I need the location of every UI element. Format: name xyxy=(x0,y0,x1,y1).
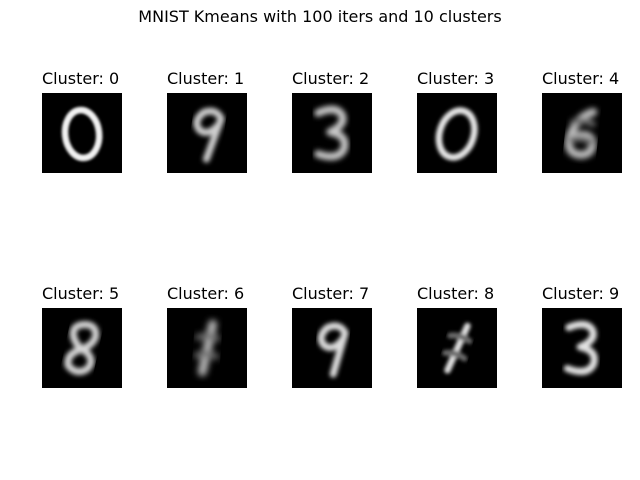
cluster-title-2: Cluster: 2 xyxy=(292,69,370,88)
digit-stroke xyxy=(435,107,478,161)
digit-stroke xyxy=(444,322,471,374)
figure-title: MNIST Kmeans with 100 iters and 10 clust… xyxy=(138,7,502,26)
centroid-digit-8 xyxy=(64,321,100,376)
cluster-title-6: Cluster: 6 xyxy=(167,284,245,303)
cluster-title-9: Cluster: 9 xyxy=(542,284,620,303)
digit-stroke xyxy=(314,105,349,161)
cluster-image-5 xyxy=(42,308,122,388)
digit-stroke xyxy=(317,322,349,378)
centroid-digit-1 xyxy=(193,319,221,377)
ghost-stroke xyxy=(442,332,473,362)
cluster-image-0 xyxy=(42,93,122,173)
cluster-title-4: Cluster: 4 xyxy=(542,69,620,88)
digit-stroke xyxy=(193,107,225,163)
cluster-image-2 xyxy=(292,93,372,173)
cluster-image-8 xyxy=(417,308,497,388)
cluster-title-1: Cluster: 1 xyxy=(167,69,245,88)
cluster-title-8: Cluster: 8 xyxy=(417,284,495,303)
cluster-title-0: Cluster: 0 xyxy=(42,69,120,88)
ghost-stroke xyxy=(193,332,221,360)
centroid-digit-3 xyxy=(563,320,598,376)
digit-stroke xyxy=(563,320,598,376)
centroid-digit-6 xyxy=(564,108,598,159)
cluster-image-9 xyxy=(542,308,622,388)
digit-stroke xyxy=(64,321,100,376)
centroid-digit-3 xyxy=(314,105,349,161)
digit-stroke xyxy=(564,108,598,159)
digit-stroke xyxy=(197,319,218,377)
centroid-digit-1 xyxy=(442,322,473,374)
centroid-digit-0 xyxy=(61,106,103,162)
cluster-image-background xyxy=(417,93,497,173)
centroid-digit-0 xyxy=(435,107,478,161)
centroid-digit-9 xyxy=(317,322,349,378)
cluster-image-1 xyxy=(167,93,247,173)
cluster-title-3: Cluster: 3 xyxy=(417,69,495,88)
cluster-title-5: Cluster: 5 xyxy=(42,284,120,303)
cluster-image-4 xyxy=(542,93,622,173)
ghost-stroke xyxy=(568,117,596,146)
cluster-image-6 xyxy=(167,308,247,388)
cluster-image-3 xyxy=(417,93,497,173)
centroid-digit-9 xyxy=(193,107,225,163)
cluster-title-7: Cluster: 7 xyxy=(292,284,370,303)
digit-stroke xyxy=(61,106,103,162)
cluster-image-7 xyxy=(292,308,372,388)
